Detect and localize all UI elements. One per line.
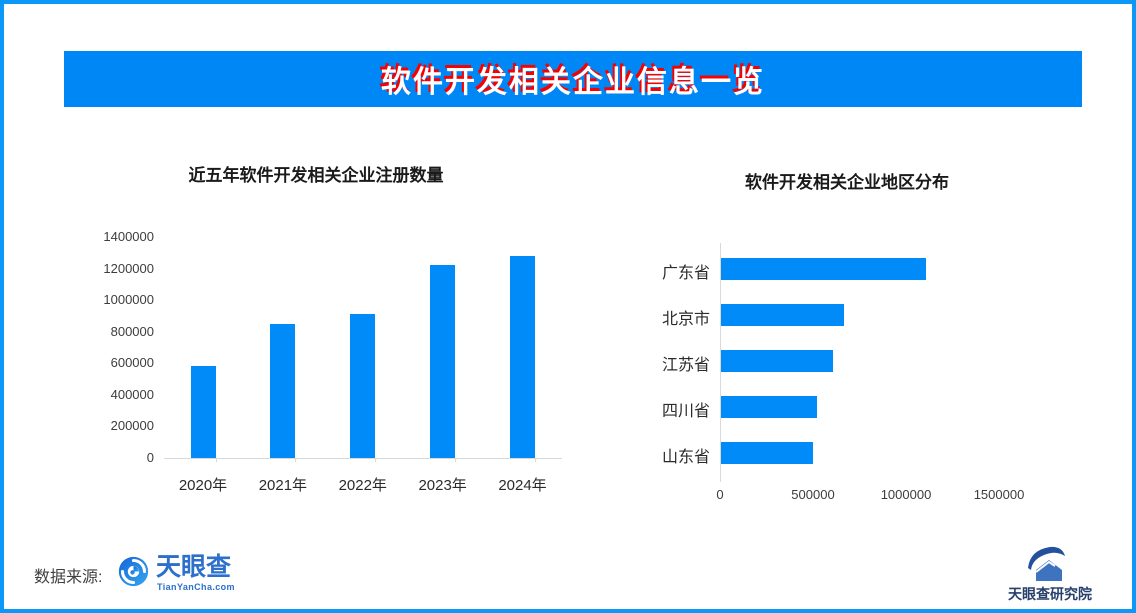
chart-layer: 0 200000 400000 600000 800000 1000000 1200000 1… (4, 4, 1132, 609)
bar (721, 395, 817, 418)
x-category-label: 2024年 (498, 477, 547, 494)
y-tick-label: 1400000 (103, 229, 154, 244)
x-tick-label: 1500000 (973, 487, 1025, 502)
bar (721, 441, 813, 464)
x-category-label: 2022年 (338, 477, 387, 494)
bar (350, 314, 376, 458)
axis-tick (215, 458, 217, 462)
tianyancha-eye-icon (118, 556, 149, 587)
bar (510, 256, 535, 458)
x-tick-label: 500000 (791, 487, 835, 502)
bar (721, 303, 844, 326)
axis-tick (375, 458, 377, 462)
bar (430, 265, 456, 458)
tianyancha-wordmark: 天眼查 (156, 553, 232, 581)
axis-tick (720, 478, 721, 482)
x-category-label: 2023年 (418, 477, 467, 494)
y-tick-label: 600000 (110, 355, 154, 371)
data-source-label: 数据来源: (34, 569, 103, 586)
x-axis-line (164, 458, 562, 459)
bar (190, 366, 216, 458)
x-category-label: 2021年 (258, 477, 308, 494)
right-chart-title: 软件开发相关企业地区分布 (745, 173, 949, 192)
y-tick-label: 400000 (110, 386, 154, 402)
tianyancha-logo (117, 555, 150, 593)
y-tick-label: 200000 (110, 418, 154, 434)
x-tick-label: 1000000 (880, 487, 932, 502)
research-logo (1022, 544, 1070, 589)
y-tick-label: 0 (146, 450, 154, 465)
bar (721, 349, 833, 372)
category-label: 北京市 (661, 310, 710, 328)
axis-tick (455, 458, 457, 462)
category-label: 山东省 (661, 448, 710, 466)
tianyancha-url: TianYanCha.com (157, 582, 235, 592)
y-tick-label: 1200000 (103, 260, 154, 276)
y-axis-line (720, 243, 721, 478)
research-wordmark: 天眼查研究院 (1008, 586, 1092, 602)
bar (721, 257, 926, 280)
y-tick-label: 1000000 (103, 292, 154, 308)
x-category-label: 2020年 (178, 477, 228, 494)
category-label: 四川省 (661, 402, 710, 420)
y-tick-label: 800000 (110, 323, 154, 339)
page-title: 软件开发相关企业信息一览 (381, 66, 765, 99)
axis-tick (295, 458, 297, 462)
left-chart-title: 近五年软件开发相关企业注册数量 (188, 166, 444, 185)
tianyancha-research-icon (1028, 546, 1065, 581)
category-label: 广东省 (661, 264, 710, 282)
axis-tick (535, 458, 536, 462)
x-tick-label: 0 (716, 487, 724, 502)
bar (270, 324, 296, 458)
category-label: 江苏省 (661, 356, 710, 374)
title-banner: 软件开发相关企业信息一览 (64, 51, 1082, 107)
